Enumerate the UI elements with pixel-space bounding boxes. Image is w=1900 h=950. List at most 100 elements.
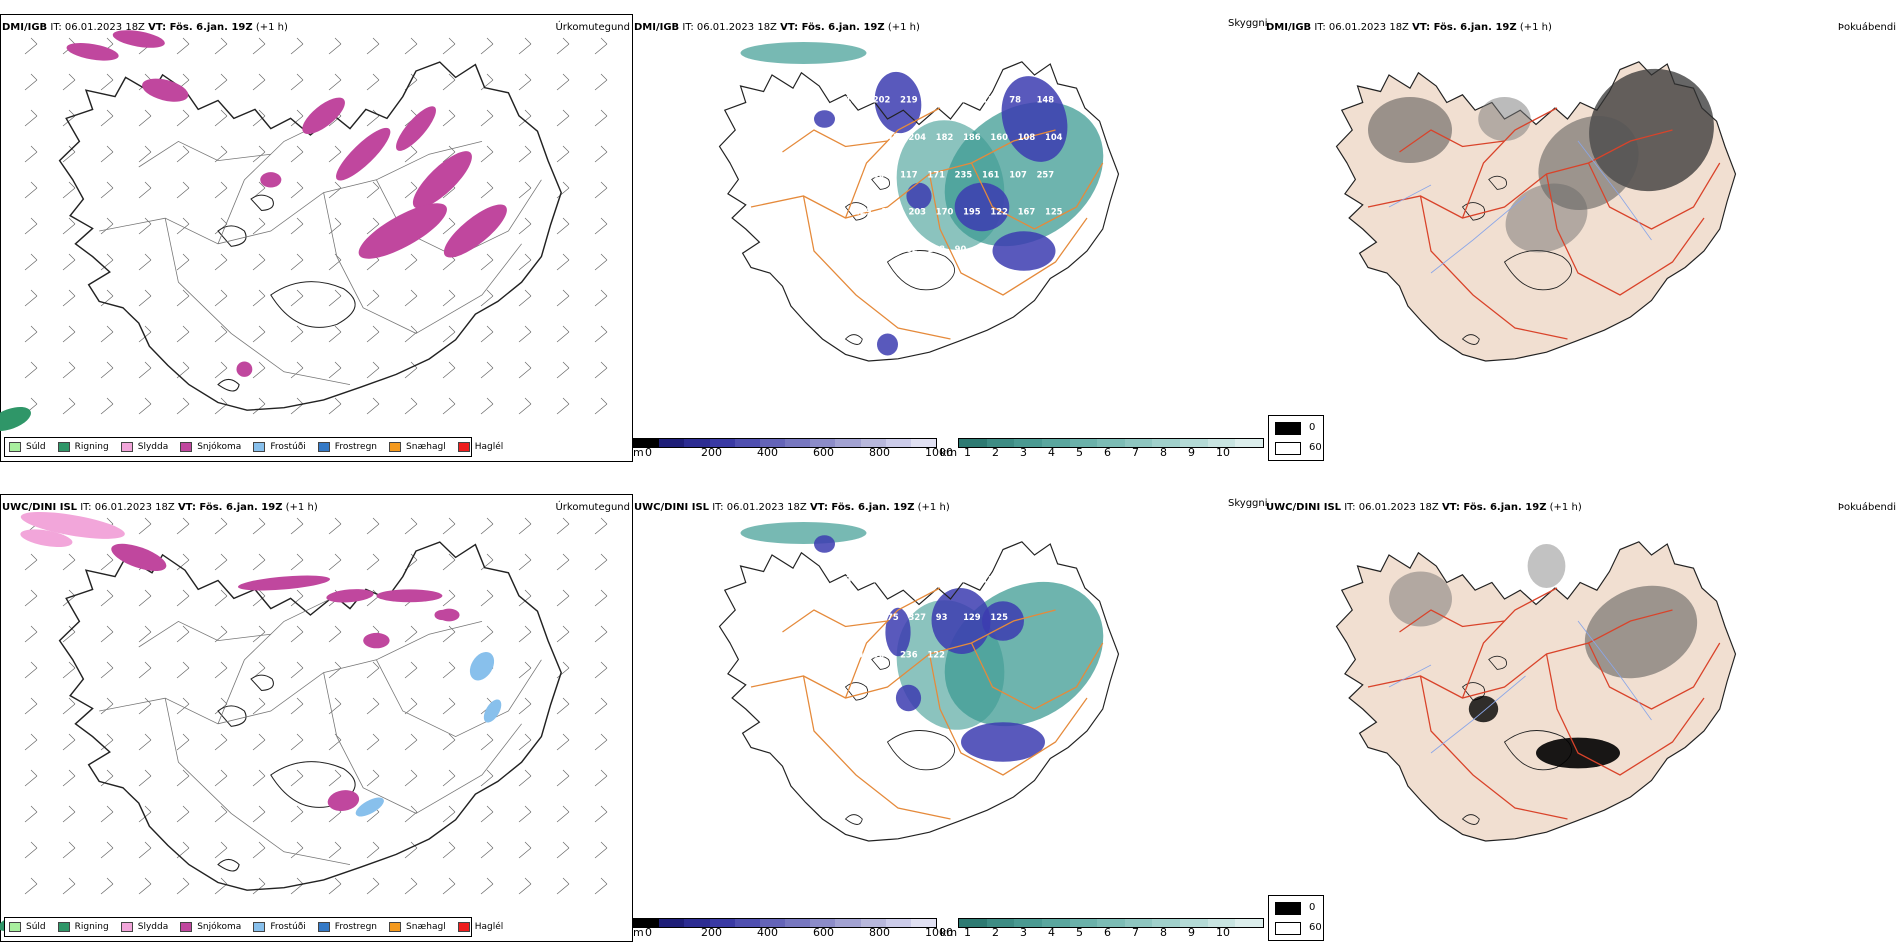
cloudbase-value-label: 90 (955, 245, 967, 255)
fog-title-2: Þokuábendi (1837, 502, 1896, 513)
iceland-outline (20, 511, 562, 891)
visibility-unit: km (940, 446, 958, 459)
cloudbase-value-label: 171 (927, 170, 945, 180)
legend-item: Rigning (57, 442, 109, 452)
legend-swatch (180, 442, 193, 452)
visibility-tick-label: 8 (1160, 446, 1167, 459)
visibility-tick-label: 10 (1216, 446, 1230, 459)
colorbar-step (1207, 919, 1236, 927)
cloudbase-value-label: 235 (955, 170, 973, 180)
cloudbase-value-label: 186 (963, 133, 981, 143)
wind-barbs (24, 37, 608, 415)
cloudbase-value-label: 108 (1018, 133, 1036, 143)
time-offset: (+1 h) (1519, 22, 1552, 33)
cloudbase-value-label: 170 (936, 208, 954, 218)
colorbar-step (709, 919, 735, 927)
fog-map-1 (1335, 61, 1737, 362)
cloudbase-value-label: 282 (900, 245, 918, 255)
visibility-colorbar-2 (958, 918, 1264, 928)
legend-item: Súld (9, 442, 46, 452)
height-unit: m (633, 446, 644, 459)
colorbar-step (835, 439, 861, 447)
cloudbase-value-label: 380 (846, 575, 864, 585)
visibility-colorbar-1 (958, 438, 1264, 448)
cloud-title-1: Skyggni (1228, 18, 1268, 29)
height-tick-label: 1000 (925, 926, 953, 939)
precip-map-panel-2 (0, 494, 633, 942)
cloudbase-value-label: 90 (955, 95, 967, 105)
legend-swatch (120, 922, 133, 932)
cloudbase-value-label: 92 (854, 613, 866, 623)
cloudbase-value-label: 107 (1009, 170, 1027, 180)
colorbar-step (1152, 439, 1181, 447)
visibility-tick-label: 6 (1104, 926, 1111, 939)
visibility-tick-label: 2 (992, 926, 999, 939)
colorbar-step (1069, 439, 1098, 447)
height-tick-label: 600 (813, 446, 834, 459)
model-name: DMI/IGB (634, 22, 680, 33)
height-tick-label: 600 (813, 926, 834, 939)
colorbar-step (759, 439, 786, 447)
cloudbase-value-label: 110 (982, 95, 1000, 105)
colorbar-step (910, 919, 937, 927)
legend-label: Frostúði (270, 442, 306, 452)
visibility-tick-label: 9 (1188, 926, 1195, 939)
visibility-tick-label: 8 (1160, 926, 1167, 939)
colorbar-step (910, 439, 937, 447)
colorbar-step (1235, 919, 1264, 927)
colorbar-step (684, 919, 710, 927)
it-label: IT: (1344, 502, 1356, 513)
legend-swatch (9, 922, 21, 932)
legend-label: Snjókoma (197, 922, 242, 932)
cloudbase-value-label: 115 (982, 575, 1000, 585)
it-value: 06.01.2023 18Z (696, 22, 777, 33)
cloudbase-value-label: 339 (927, 575, 945, 585)
colorbar-step (634, 919, 660, 927)
colorbar-step (684, 439, 710, 447)
colorbar-step (835, 919, 861, 927)
height-tick-label: 1000 (925, 446, 953, 459)
visibility-unit: km (940, 926, 958, 939)
legend-label: Haglél (474, 922, 504, 932)
legend-item: Frostúði (253, 922, 306, 932)
legend-item: Haglél (457, 922, 504, 932)
legend-item: Snæhagl (389, 922, 446, 932)
legend-swatch (253, 442, 266, 452)
legend-swatch (317, 922, 330, 932)
height-tick-label: 400 (757, 926, 778, 939)
wind-barbs (24, 517, 608, 895)
iceland-outline (1335, 541, 1737, 842)
cloudbase-value-label: 195 (963, 208, 981, 218)
iceland-outline: 380 178 159 339 100 115 92 175 327 93 129 125 110 96 2… (718, 522, 1120, 842)
colorbar-step (634, 439, 660, 447)
legend-label: Rigning (74, 442, 109, 452)
model-name: DMI/IGB (2, 22, 48, 33)
visibility-tick-label: 4 (1048, 446, 1055, 459)
legend-item: Haglél (457, 442, 503, 452)
time-offset: (+1 h) (285, 502, 318, 513)
fog-map-2 (1335, 541, 1737, 842)
legend-item: Frostregn (317, 922, 377, 932)
cloudbase-value-label: 307 (873, 170, 891, 180)
legend-label: Rigning (74, 922, 109, 932)
colorbar-step (659, 439, 685, 447)
precip-map-1 (0, 30, 608, 432)
legend-swatch (57, 922, 70, 932)
cloudbase-value-label: 159 (846, 95, 864, 105)
cloud-header-2: UWC/DINI ISL IT: 06.01.2023 18Z VT: Fös.… (634, 502, 950, 513)
it-value: 06.01.2023 18Z (94, 502, 175, 513)
time-offset: (+1 h) (1549, 502, 1582, 513)
fog-legend-low-swatch (1275, 922, 1301, 935)
cloudbase-map-2: 380 178 159 339 100 115 92 175 327 93 129 125 110 96 2… (718, 522, 1120, 842)
cloudbase-value-label: 204 (909, 133, 927, 143)
colorbar-step (959, 919, 987, 927)
legend-swatch (457, 442, 470, 452)
visibility-tick-label: 5 (1076, 926, 1083, 939)
cloudbase-value-label: 117 (900, 170, 918, 180)
colorbar-step (1235, 439, 1264, 447)
colorbar-step (1180, 919, 1208, 927)
visibility-tick-label: 3 (1020, 446, 1027, 459)
cloudbase-value-label: 125 (990, 613, 1008, 623)
visibility-tick-label: 5 (1076, 446, 1083, 459)
visibility-tick-label: 7 (1132, 446, 1139, 459)
